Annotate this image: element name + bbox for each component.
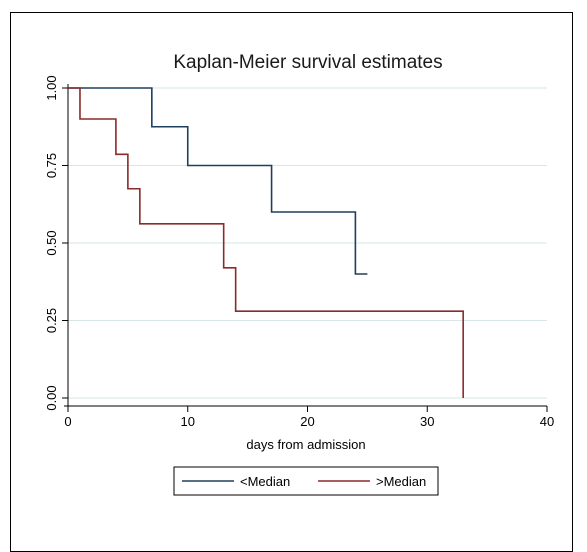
chart-title: Kaplan-Meier survival estimates xyxy=(173,52,442,73)
survival-curves xyxy=(68,87,464,398)
y-tick-label-4: 1.00 xyxy=(44,75,59,100)
y-tick-label-3: 0.75 xyxy=(44,153,59,178)
survival-curve-0 xyxy=(68,87,368,275)
km-chart: Kaplan-Meier survival estimates 0.00 0.25… xyxy=(44,52,554,496)
y-tick-label-0: 0.00 xyxy=(44,385,59,410)
y-tick-label-2: 0.50 xyxy=(44,230,59,255)
axes xyxy=(64,84,547,407)
survival-curve-1 xyxy=(68,87,464,398)
x-tick-label-3: 30 xyxy=(420,414,434,429)
x-axis-ticks: 0 10 20 30 40 xyxy=(64,406,554,429)
x-tick-label-0: 0 xyxy=(64,414,71,429)
x-tick-label-1: 10 xyxy=(181,414,195,429)
y-axis-ticks: 0.00 0.25 0.50 0.75 1.00 xyxy=(44,75,68,411)
legend: <Median >Median xyxy=(173,466,439,496)
y-tick-label-1: 0.25 xyxy=(44,308,59,333)
chart-frame xyxy=(10,12,573,552)
x-tick-label-2: 20 xyxy=(300,414,314,429)
x-tick-label-4: 40 xyxy=(540,414,554,429)
x-axis-label: days from admission xyxy=(246,437,365,452)
legend-label-0: <Median xyxy=(240,474,290,489)
grid-lines xyxy=(68,87,547,399)
legend-label-1: >Median xyxy=(376,474,426,489)
